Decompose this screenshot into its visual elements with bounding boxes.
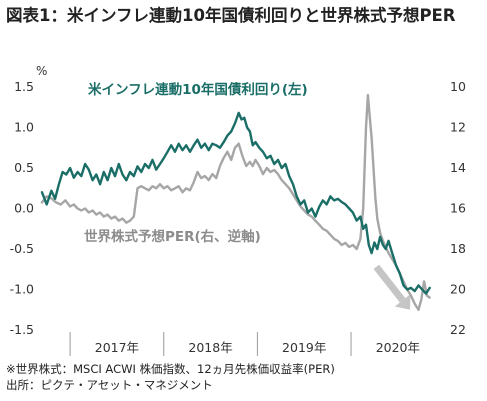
left-axis-unit: % [36, 64, 47, 78]
series-line-tips-yield [40, 111, 431, 295]
left-axis-tick-label: 0.0 [14, 201, 34, 216]
x-axis-year-label: 2018年 [188, 340, 232, 355]
left-axis-tick-label: 1.0 [14, 120, 34, 135]
series-label-world-per: 世界株式予想PER(右、逆軸) [84, 228, 261, 245]
left-axis-tick-label: -1.5 [10, 322, 34, 337]
left-axis-tick-label: 1.5 [14, 79, 34, 94]
right-axis-tick-label: 22 [450, 322, 466, 337]
right-axis-tick-label: 12 [450, 120, 466, 135]
left-axis-tick-label: -0.5 [10, 241, 34, 256]
footnote-source-note: ※世界株式：MSCI ACWI 株価指数、12ヵ月先株価収益率(PER) [6, 362, 335, 376]
footnote-credit: 出所：ピクテ・アセット・マネジメント [6, 378, 213, 392]
right-axis-tick-label: 16 [450, 201, 466, 216]
right-axis-tick-label: 10 [450, 79, 466, 94]
right-axis-tick-label: 14 [450, 160, 466, 175]
left-axis-tick-label: 0.5 [14, 160, 34, 175]
x-axis-year-label: 2019年 [282, 340, 326, 355]
trend-arrow-shaft [373, 264, 406, 303]
trend-arrow-head [394, 294, 411, 310]
left-axis-tick-label: -1.0 [10, 282, 34, 297]
right-axis-tick-label: 20 [450, 282, 466, 297]
x-axis-year-label: 2020年 [376, 340, 420, 355]
series-line-world-per [40, 93, 431, 311]
right-axis-tick-label: 18 [450, 241, 466, 256]
x-axis-year-label: 2017年 [95, 340, 139, 355]
chart-title: 図表1：米インフレ連動10年国債利回りと世界株式予想PER [6, 6, 456, 25]
series-label-tips-yield: 米インフレ連動10年国債利回り(左) [88, 81, 308, 98]
